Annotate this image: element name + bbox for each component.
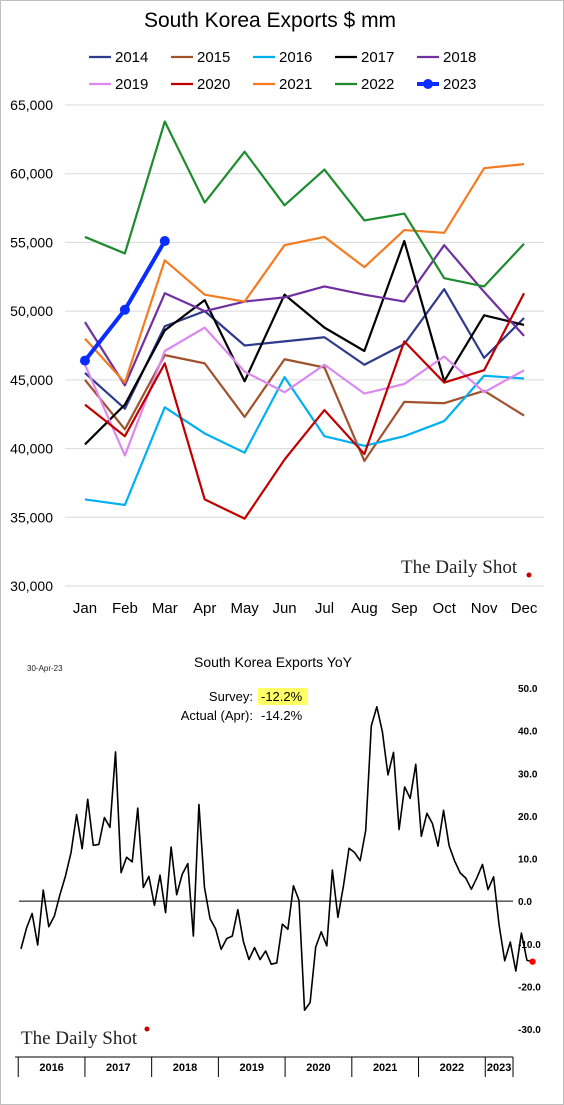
x-tick-label: Aug: [351, 600, 378, 617]
legend-label: 2016: [279, 49, 312, 66]
legend-label: 2014: [115, 49, 148, 66]
x-tick-label: Oct: [433, 600, 457, 617]
year-label: 2020: [306, 1062, 330, 1074]
year-label: 2019: [239, 1062, 263, 1074]
yoy-line: [20, 705, 533, 1012]
actual-value: -14.2%: [261, 708, 303, 723]
yoy-exports-chart: 30-Apr-23 South Korea Exports YoY Survey…: [15, 654, 541, 1077]
legend: 2014 2015 2016 2017 2018 2019 2020 2021 2022 2023: [89, 49, 476, 93]
series-line-2014: [84, 288, 525, 410]
series-line-2019: [83, 326, 525, 457]
series-line-2021: [84, 163, 525, 384]
series-line-2020: [84, 292, 526, 520]
date-label: 30-Apr-23: [27, 664, 63, 673]
series-line: [20, 705, 536, 1012]
x-tick-label: Jan: [73, 600, 97, 617]
y-tick-label: 35,000: [10, 509, 53, 525]
legend-label: 2022: [361, 76, 394, 93]
y-tick-label: 20.0: [518, 812, 538, 823]
y-tick-label: 60,000: [10, 166, 53, 182]
x-tick-label: Mar: [152, 600, 178, 617]
x-tick-label: Jun: [272, 600, 296, 617]
survey-highlight: [258, 688, 308, 705]
y-tick-label: -20.0: [518, 982, 541, 993]
x-axis-tick-labels: Jan Feb Mar Apr May Jun Jul Aug Sep Oct Nov Dec: [73, 600, 538, 617]
y-tick-label: 30,000: [10, 578, 53, 594]
series-lines: [79, 120, 526, 520]
legend-label: 2021: [279, 76, 312, 93]
survey-value: -12.2%: [261, 689, 303, 704]
latest-point: [529, 958, 536, 965]
series-line-2016: [84, 374, 525, 507]
y-tick-label: 40,000: [10, 441, 53, 457]
brand-dot: [144, 1026, 150, 1032]
y-tick-label: 55,000: [10, 234, 53, 250]
y-tick-label: 50,000: [10, 303, 53, 319]
legend-label: 2018: [443, 49, 476, 66]
y-tick-label: 10.0: [518, 855, 538, 866]
y-axis-tick-labels: 30,000 35,000 40,000 45,000 50,000 55,000 60,0…: [10, 97, 53, 594]
brand-dot: [526, 572, 532, 578]
brand-logo: The Daily Shot: [21, 1028, 138, 1049]
series-line-2023: [83, 240, 167, 362]
x-tick-label: Apr: [193, 600, 216, 617]
x-tick-label: Sep: [391, 600, 418, 617]
y-tick-label: -30.0: [518, 1025, 541, 1036]
series-line-2018: [84, 244, 525, 387]
series-line-2022: [84, 120, 525, 288]
x-tick-label: Jul: [315, 600, 334, 617]
point-2023: [119, 304, 130, 315]
point-2023: [79, 355, 90, 366]
x-tick-label: Dec: [511, 600, 538, 617]
series-line-2017: [84, 239, 525, 446]
year-label: 2021: [373, 1062, 397, 1074]
y-tick-label: 30.0: [518, 769, 538, 780]
y-tick-label: 40.0: [518, 727, 538, 738]
legend-label: 2020: [197, 76, 230, 93]
actual-label: Actual (Apr):: [181, 708, 253, 723]
year-label: 2023: [487, 1062, 511, 1074]
y-tick-label: 65,000: [10, 97, 53, 113]
x-tick-label: Nov: [471, 600, 498, 617]
monthly-exports-chart: South Korea Exports $ mm 30,000 35,000 40,…: [10, 9, 544, 617]
legend-label: 2015: [197, 49, 230, 66]
y-tick-label: -10.0: [518, 940, 541, 951]
y-tick-label: 0.0: [518, 897, 532, 908]
year-label: 2016: [39, 1062, 63, 1074]
brand-logo: The Daily Shot: [401, 557, 518, 578]
year-label: 2022: [440, 1062, 464, 1074]
x-tick-label: May: [230, 600, 259, 617]
x-axis: 2016 2017 2018 2019 2020 2021 2022 2023: [15, 1056, 514, 1077]
legend-label: 2023: [443, 76, 476, 93]
y-tick-label: 45,000: [10, 372, 53, 388]
year-label: 2018: [173, 1062, 197, 1074]
legend-label: 2019: [115, 76, 148, 93]
survey-label: Survey:: [209, 689, 253, 704]
x-tick-label: Feb: [112, 600, 138, 617]
chart-title: South Korea Exports YoY: [194, 654, 353, 670]
y-tick-label: 50.0: [518, 684, 538, 695]
legend-marker: [423, 79, 433, 89]
legend-label: 2017: [361, 49, 394, 66]
year-label: 2017: [106, 1062, 130, 1074]
y-axis-tick-labels: 50.0 40.0 30.0 20.0 10.0 0.0 -10.0 -20.0 -30.0: [518, 684, 541, 1036]
point-2023: [159, 236, 170, 247]
chart-title: South Korea Exports $ mm: [144, 9, 396, 32]
